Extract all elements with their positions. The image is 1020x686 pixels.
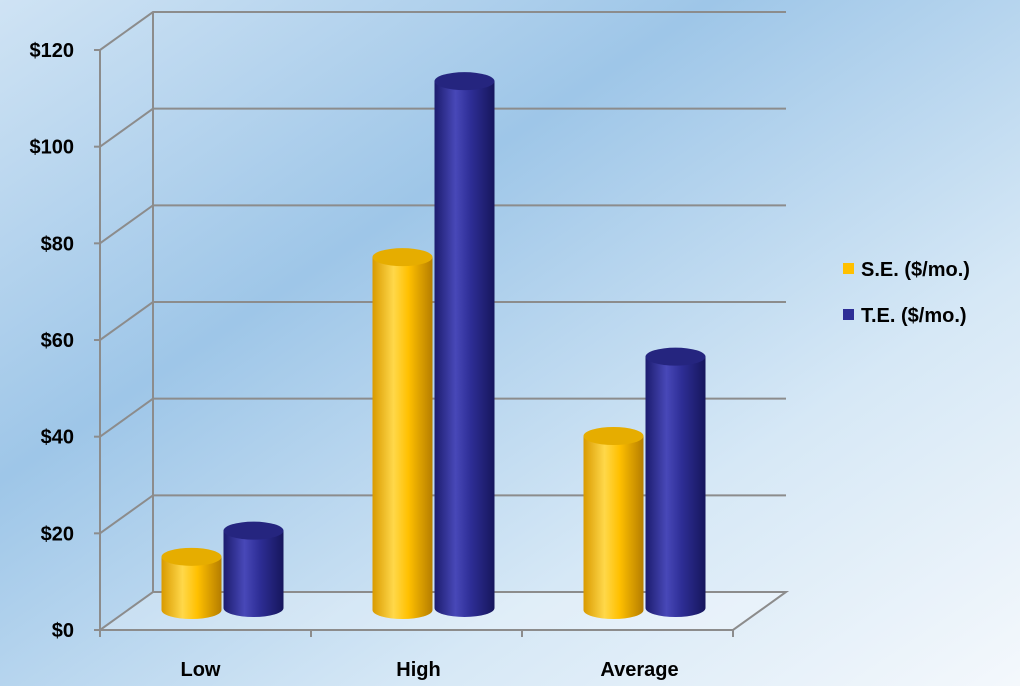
bar-body: [223, 530, 284, 617]
bar-low-se: [161, 547, 222, 619]
legend-label-se: S.E. ($/mo.): [861, 259, 970, 281]
bar-body: [372, 257, 433, 619]
x-axis-labels: Low High Average: [181, 659, 679, 681]
bar-low-te: [223, 521, 284, 617]
bar-top: [434, 72, 495, 91]
bar-average-se: [583, 427, 644, 619]
x-label-average: Average: [600, 659, 678, 681]
y-tick-label: $120: [30, 40, 75, 62]
bars: [161, 72, 706, 619]
legend-swatch-se: [843, 263, 854, 274]
bar-top: [583, 427, 644, 445]
legend-item-te: T.E. ($/mo.): [843, 305, 967, 327]
bar-high-se: [372, 248, 433, 619]
legend-item-se: S.E. ($/mo.): [843, 259, 970, 281]
bar-body: [161, 556, 222, 619]
legend: S.E. ($/mo.) T.E. ($/mo.): [843, 259, 970, 327]
y-tick-label: $20: [41, 523, 74, 545]
bar-top: [161, 547, 222, 566]
y-tick-label: $60: [41, 330, 74, 352]
y-tick-label: $0: [52, 620, 74, 642]
bar-high-te: [434, 72, 495, 617]
y-tick-label: $80: [41, 233, 74, 255]
bar-top: [223, 521, 284, 540]
x-label-low: Low: [181, 659, 221, 681]
legend-label-te: T.E. ($/mo.): [861, 305, 967, 327]
y-tick-label: $40: [41, 427, 74, 449]
legend-swatch-te: [843, 309, 854, 320]
y-axis-ticks: $0 $20 $40 $60 $80 $100 $120: [30, 40, 100, 642]
bar-average-te: [645, 347, 706, 617]
bar-top: [645, 347, 706, 366]
y-tick-label: $100: [30, 137, 75, 159]
bar-body: [583, 436, 644, 619]
bar-body: [645, 356, 706, 617]
bar-body: [434, 81, 495, 617]
bar-top: [372, 248, 433, 267]
x-label-high: High: [396, 659, 440, 681]
